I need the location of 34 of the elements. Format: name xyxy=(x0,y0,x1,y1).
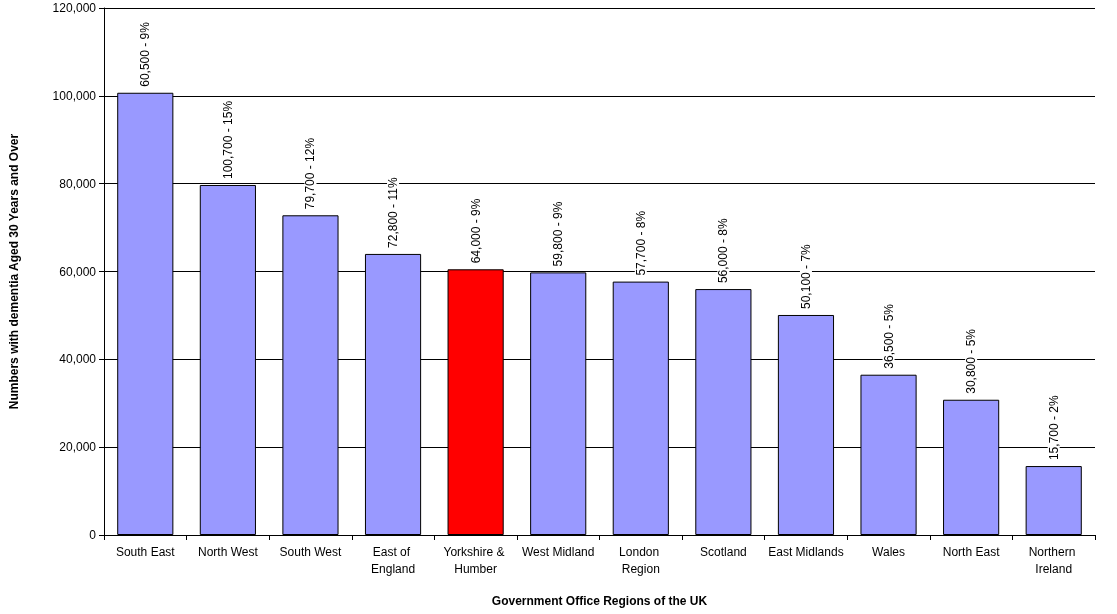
x-tick-label: Yorkshire & Humber xyxy=(443,544,508,576)
annotation: 60,500 - 9% xyxy=(138,21,153,87)
annotation: 50,100 - 7% xyxy=(798,243,813,309)
annotation: 15,700 - 2% xyxy=(1046,395,1061,461)
y-tick-label: 80,000 xyxy=(59,176,97,191)
y-tick-label: 40,000 xyxy=(59,352,97,367)
x-tick-label: London Region xyxy=(619,544,663,576)
x-tick-label: Scotland xyxy=(700,544,747,559)
x-tick-label: West Midland xyxy=(521,544,595,559)
y-tick-label: 100,000 xyxy=(52,88,97,103)
annotation: 100,700 - 15% xyxy=(220,100,235,179)
x-tick-label: Wales xyxy=(872,544,905,559)
annotation: 59,800 - 9% xyxy=(551,201,566,267)
annotation: 57,700 - 8% xyxy=(633,210,648,276)
x-tick-label: East Midlands xyxy=(768,544,844,559)
x-tick-label: Northern Ireland xyxy=(1028,544,1079,576)
y-tick-label: 60,000 xyxy=(59,264,97,279)
bar xyxy=(1025,466,1082,535)
y-axis-title: Numbers with dementia Aged 30 Years and Over xyxy=(7,133,21,410)
y-tick-label: 0 xyxy=(89,528,97,542)
annotation: 64,000 - 9% xyxy=(468,198,483,264)
x-tick-label: East of England xyxy=(371,544,416,576)
y-tick-label: 120,000 xyxy=(52,1,97,15)
x-axis-title: Government Office Regions of the UK xyxy=(491,594,708,608)
annotation: 72,800 - 11% xyxy=(386,177,401,248)
y-tick-label: 20,000 xyxy=(59,440,97,455)
annotation: 36,500 - 5% xyxy=(881,303,896,369)
x-tick-label: North West xyxy=(197,544,259,559)
x-tick-label: South West xyxy=(279,544,343,559)
annotation: 30,800 - 5% xyxy=(964,328,979,394)
x-tick-label: North East xyxy=(942,544,1001,559)
annotation: 79,700 - 12% xyxy=(303,137,318,210)
annotation: 56,000 - 8% xyxy=(716,218,731,284)
x-tick-label: South East xyxy=(115,544,176,559)
